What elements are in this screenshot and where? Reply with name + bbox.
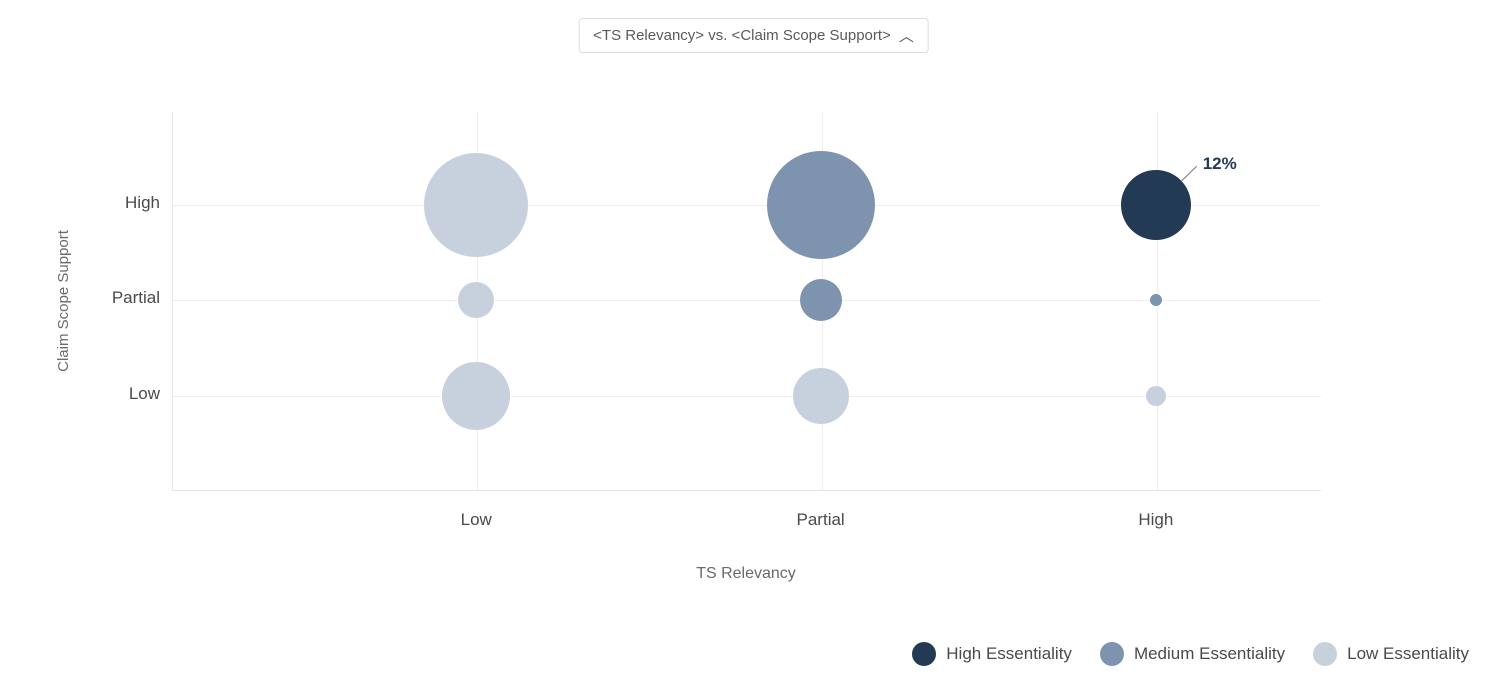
x-tick-label: High [1138, 510, 1173, 530]
y-tick-label: Low [129, 384, 160, 404]
legend-label: Low Essentiality [1347, 644, 1469, 664]
x-tick-label: Partial [797, 510, 845, 530]
legend-swatch [912, 642, 936, 666]
y-axis-title: Claim Scope Support [55, 230, 72, 372]
legend-swatch [1313, 642, 1337, 666]
y-tick-label: Partial [112, 288, 160, 308]
bubble[interactable] [767, 151, 875, 259]
x-axis-title: TS Relevancy [696, 565, 796, 583]
y-tick-label: High [125, 193, 160, 213]
legend-item[interactable]: Low Essentiality [1313, 642, 1469, 666]
legend-label: Medium Essentiality [1134, 644, 1285, 664]
bubble[interactable] [1146, 386, 1166, 406]
legend-swatch [1100, 642, 1124, 666]
plot-area [172, 112, 1321, 491]
gridline-horizontal [173, 300, 1321, 301]
callout-label: 12% [1203, 154, 1237, 174]
chart-root: <TS Relevancy> vs. <Claim Scope Support>… [0, 0, 1507, 694]
bubble[interactable] [793, 368, 849, 424]
legend-item[interactable]: High Essentiality [912, 642, 1072, 666]
legend: High Essentiality Medium Essentiality Low … [912, 642, 1469, 666]
bubble[interactable] [800, 279, 842, 321]
series-selector-dropdown[interactable]: <TS Relevancy> vs. <Claim Scope Support>… [578, 18, 929, 53]
legend-item[interactable]: Medium Essentiality [1100, 642, 1285, 666]
chevron-up-icon: ︿ [899, 25, 914, 46]
bubble[interactable] [458, 282, 494, 318]
bubble[interactable] [424, 153, 528, 257]
x-tick-label: Low [461, 510, 492, 530]
bubble[interactable] [1150, 294, 1162, 306]
bubble[interactable] [442, 362, 510, 430]
series-selector-label: <TS Relevancy> vs. <Claim Scope Support> [593, 27, 891, 44]
legend-label: High Essentiality [946, 644, 1072, 664]
